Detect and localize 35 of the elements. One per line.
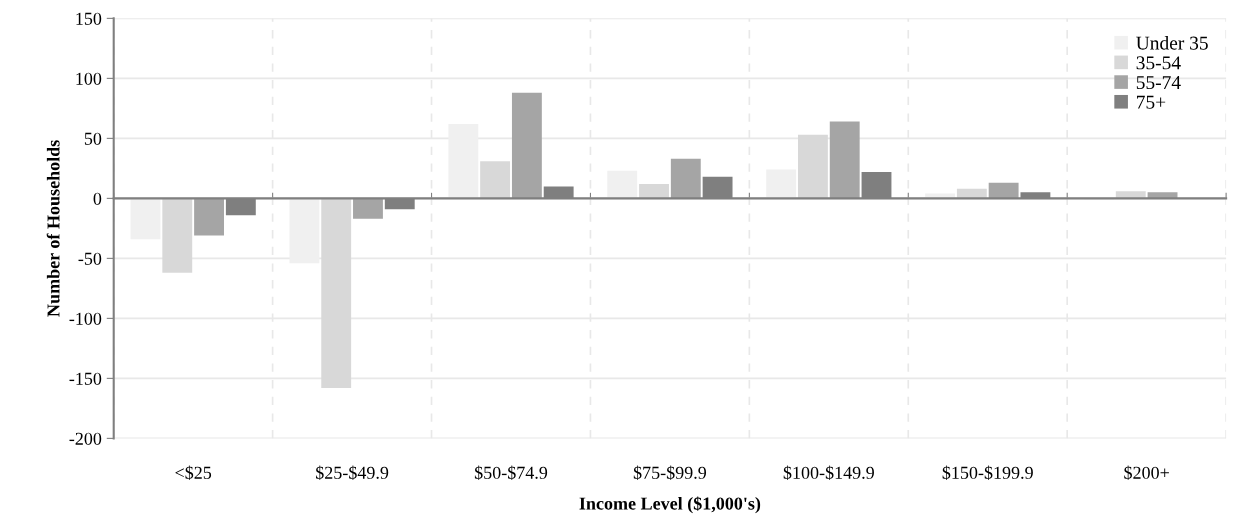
bar [798, 134, 828, 199]
legend-label: 35-54 [1136, 56, 1181, 70]
y-axis-title: Number of Households [46, 140, 60, 317]
x-tick-label: <$25 [175, 465, 212, 481]
x-tick-label: $100-$149.9 [783, 465, 874, 481]
y-tick-label: 150 [76, 12, 102, 25]
y-tick-label: 100 [76, 72, 102, 85]
bar [480, 161, 511, 199]
y-tick-label: -50 [78, 252, 102, 265]
legend-label: Under 35 [1136, 35, 1208, 50]
bar [353, 198, 383, 219]
y-tick-label: -100 [69, 312, 102, 325]
bar [670, 158, 701, 199]
bar [162, 198, 193, 273]
bar [130, 198, 161, 240]
y-tick-label: -200 [69, 432, 102, 445]
bar [321, 198, 352, 388]
bar [194, 198, 224, 236]
y-tick-label: 0 [93, 192, 102, 205]
x-tick-label: $150-$199.9 [942, 465, 1033, 481]
y-tick-label: -150 [69, 372, 102, 385]
x-tick-label: $25-$49.9 [316, 465, 389, 481]
x-axis-title: Income Level ($1,000's) [579, 496, 761, 514]
bar [766, 169, 797, 199]
bar [639, 183, 669, 199]
x-tick-label: $200+ [1124, 465, 1169, 481]
y-tick-label: 50 [84, 132, 102, 145]
bar [511, 92, 542, 199]
x-tick-label: $75-$99.9 [633, 465, 707, 481]
x-tick-label: $50-$74.9 [474, 465, 548, 481]
bar [607, 170, 638, 199]
legend-label: 55-74 [1136, 76, 1181, 90]
bar [988, 182, 1019, 199]
bar [829, 121, 860, 199]
legend-label: 75+ [1137, 95, 1166, 109]
